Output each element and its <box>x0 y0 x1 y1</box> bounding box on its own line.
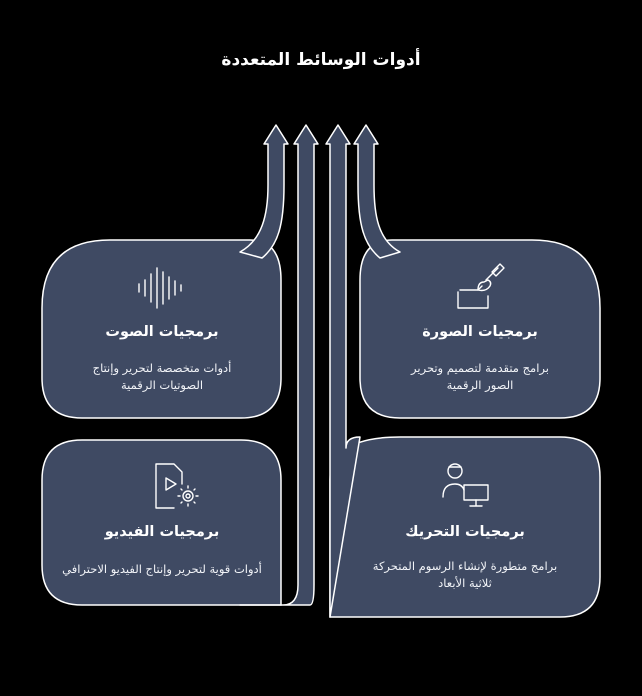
user-monitor-icon <box>442 463 489 507</box>
paint-brush-icon <box>457 263 505 309</box>
card-animation-title: برمجيات التحريك <box>405 524 525 540</box>
card-image-description-line2: الصور الرقمية <box>446 378 514 392</box>
card-image-title: برمجيات الصورة <box>422 324 538 340</box>
sound-wave-icon <box>138 267 182 309</box>
arrow-animation <box>325 124 361 618</box>
arrow-video <box>239 124 319 606</box>
diagram-title: أدوات الوسائط المتعددة <box>221 50 421 70</box>
card-audio-description-line2: الصوتيات الرقمية <box>120 378 204 392</box>
card-video-description-line1: أدوات قوية لتحرير وإنتاج الفيديو الاحترا… <box>62 562 262 576</box>
video-file-gear-icon <box>155 463 199 509</box>
card-video-title: برمجيات الفيديو <box>104 524 220 540</box>
card-animation-description-line1: برامج متطورة لإنشاء الرسوم المتحركة <box>372 559 558 573</box>
card-audio-description-line1: أدوات متخصصة لتحرير وإنتاج <box>92 361 232 375</box>
arrow-image <box>353 124 401 259</box>
card-image-description: برامج متقدمة لتصميم وتحرير الصور الرقمية <box>380 360 580 394</box>
card-video-description: أدوات قوية لتحرير وإنتاج الفيديو الاحترا… <box>52 561 272 578</box>
card-animation-description: برامج متطورة لإنشاء الرسوم المتحركة ثلاث… <box>350 558 580 592</box>
card-image-description-line1: برامج متقدمة لتصميم وتحرير <box>411 361 549 375</box>
card-animation-description-line2: ثلاثية الأبعاد <box>438 576 492 590</box>
card-image <box>359 239 601 419</box>
card-audio-description: أدوات متخصصة لتحرير وإنتاج الصوتيات الرق… <box>62 360 262 394</box>
card-audio-title: برمجيات الصوت <box>105 324 219 340</box>
arrow-audio <box>239 124 289 259</box>
card-audio <box>41 239 282 419</box>
card-video <box>41 439 282 606</box>
